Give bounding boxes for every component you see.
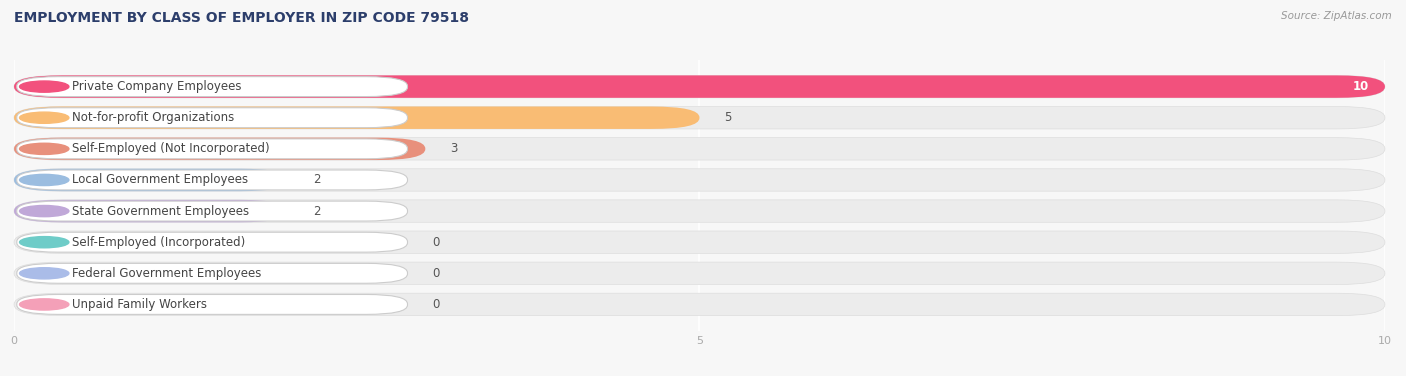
FancyBboxPatch shape	[14, 169, 1385, 191]
Text: Source: ZipAtlas.com: Source: ZipAtlas.com	[1281, 11, 1392, 21]
FancyBboxPatch shape	[14, 169, 288, 191]
FancyBboxPatch shape	[17, 294, 408, 314]
Text: 2: 2	[314, 173, 321, 186]
FancyBboxPatch shape	[14, 262, 1385, 285]
FancyBboxPatch shape	[17, 139, 408, 159]
Text: Unpaid Family Workers: Unpaid Family Workers	[72, 298, 207, 311]
FancyBboxPatch shape	[17, 201, 408, 221]
Circle shape	[20, 268, 69, 279]
FancyBboxPatch shape	[17, 77, 408, 97]
FancyBboxPatch shape	[14, 76, 1385, 98]
FancyBboxPatch shape	[17, 170, 408, 190]
Text: Self-Employed (Incorporated): Self-Employed (Incorporated)	[72, 236, 245, 249]
Text: 5: 5	[724, 111, 731, 124]
Text: 2: 2	[314, 205, 321, 218]
Text: State Government Employees: State Government Employees	[72, 205, 249, 218]
Circle shape	[20, 237, 69, 248]
Text: Self-Employed (Not Incorporated): Self-Employed (Not Incorporated)	[72, 143, 270, 155]
Circle shape	[20, 112, 69, 123]
FancyBboxPatch shape	[17, 263, 408, 283]
Circle shape	[20, 81, 69, 92]
Text: 0: 0	[432, 236, 440, 249]
Text: 0: 0	[432, 267, 440, 280]
Text: 0: 0	[432, 298, 440, 311]
Circle shape	[20, 143, 69, 155]
FancyBboxPatch shape	[14, 138, 425, 160]
Circle shape	[20, 205, 69, 217]
FancyBboxPatch shape	[14, 200, 288, 222]
Text: Local Government Employees: Local Government Employees	[72, 173, 247, 186]
Text: 3: 3	[450, 143, 457, 155]
FancyBboxPatch shape	[14, 200, 1385, 222]
FancyBboxPatch shape	[14, 231, 1385, 253]
Circle shape	[20, 299, 69, 310]
Text: Not-for-profit Organizations: Not-for-profit Organizations	[72, 111, 233, 124]
FancyBboxPatch shape	[14, 76, 1385, 98]
FancyBboxPatch shape	[17, 232, 408, 252]
FancyBboxPatch shape	[14, 106, 1385, 129]
Text: EMPLOYMENT BY CLASS OF EMPLOYER IN ZIP CODE 79518: EMPLOYMENT BY CLASS OF EMPLOYER IN ZIP C…	[14, 11, 470, 25]
FancyBboxPatch shape	[17, 108, 408, 128]
Text: Private Company Employees: Private Company Employees	[72, 80, 242, 93]
Text: 10: 10	[1353, 80, 1368, 93]
FancyBboxPatch shape	[14, 138, 1385, 160]
FancyBboxPatch shape	[14, 293, 1385, 315]
Circle shape	[20, 174, 69, 186]
Text: Federal Government Employees: Federal Government Employees	[72, 267, 262, 280]
FancyBboxPatch shape	[14, 106, 700, 129]
